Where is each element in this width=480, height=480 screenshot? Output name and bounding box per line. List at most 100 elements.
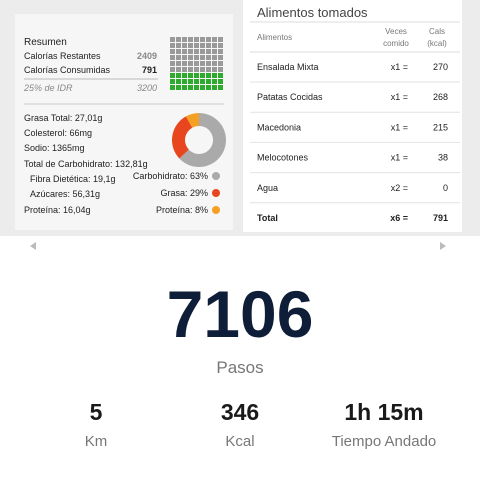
grid-square — [206, 49, 211, 54]
nutrient: Proteína: 16,04g — [24, 205, 91, 215]
row-value: 2409 — [137, 51, 157, 61]
grid-square — [182, 61, 187, 66]
stat-value: 346 — [221, 399, 259, 425]
stat-label: Tiempo Andado — [332, 433, 437, 450]
grid-square — [200, 43, 205, 48]
grid-square — [176, 85, 181, 90]
grid-square — [182, 67, 187, 72]
grid-square — [212, 37, 217, 42]
table-cell: x1 = — [391, 92, 408, 102]
foods-table: Alimentos Veces comido Cals (kcal) Ensalada M… — [250, 27, 460, 223]
grid-square — [176, 61, 181, 66]
grid-square — [200, 85, 205, 90]
table-header: Cals — [429, 27, 445, 36]
table-cell: Total — [257, 213, 278, 223]
grid-square — [188, 37, 193, 42]
stat-value: 5 — [90, 399, 103, 425]
grid-square — [176, 43, 181, 48]
grid-square — [188, 85, 193, 90]
grid-square — [218, 67, 223, 72]
prev-arrow[interactable] — [30, 242, 36, 250]
grid-square — [188, 79, 193, 84]
grid-square — [218, 85, 223, 90]
grid-square — [182, 43, 187, 48]
donut-segment — [171, 116, 193, 159]
row-label: Calorías Consumidas — [24, 65, 111, 75]
grid-square — [200, 61, 205, 66]
grid-square — [182, 73, 187, 78]
grid-square — [212, 43, 217, 48]
table-cell: 38 — [438, 153, 448, 163]
table-cell: 268 — [433, 92, 448, 102]
table-cell: Patatas Cocidas — [257, 92, 323, 102]
next-arrow[interactable] — [440, 242, 446, 250]
grid-square — [182, 79, 187, 84]
grid-square — [194, 73, 199, 78]
grid-square — [170, 49, 175, 54]
grid-square — [212, 73, 217, 78]
grid-square — [176, 49, 181, 54]
grid-square — [182, 37, 187, 42]
steps-label: Pasos — [216, 358, 263, 377]
grid-square — [188, 61, 193, 66]
nutrient: Grasa Total: 27,01g — [24, 113, 102, 123]
legend-value: 63% — [190, 171, 208, 181]
grid-square — [170, 43, 175, 48]
foods-card — [243, 0, 462, 232]
foods-title: Alimentos tomados — [257, 5, 368, 20]
grid-square — [206, 79, 211, 84]
stat-value: 1h 15m — [344, 399, 423, 425]
table-cell: 270 — [433, 62, 448, 72]
grid-square — [170, 37, 175, 42]
grid-square — [212, 55, 217, 60]
grid-square — [170, 79, 175, 84]
idr-label: 25% de IDR — [23, 83, 73, 93]
grid-square — [218, 37, 223, 42]
legend-entry: Grasa: 29% — [160, 188, 208, 198]
table-cell: x1 = — [391, 122, 408, 132]
grid-square — [170, 67, 175, 72]
grid-square — [206, 73, 211, 78]
legend-value: 8% — [195, 205, 208, 215]
table-header: (kcal) — [427, 39, 447, 48]
nutrient: Fibra Dietética: 19,1g — [30, 174, 116, 184]
grid-square — [194, 79, 199, 84]
grid-square — [182, 49, 187, 54]
table-cell: 0 — [443, 183, 448, 193]
legend-entry: Carbohidrato: 63% — [133, 171, 208, 181]
grid-square — [194, 67, 199, 72]
steps-value: 7106 — [167, 277, 314, 351]
table-cell: 791 — [433, 213, 448, 223]
summary-title: Resumen — [24, 37, 67, 48]
donut-segment — [185, 113, 199, 128]
table-cell: Agua — [257, 183, 278, 193]
legend-name: Proteína: — [156, 205, 193, 215]
grid-square — [182, 85, 187, 90]
stat-label: Kcal — [225, 433, 254, 450]
legend-dot — [212, 206, 220, 214]
grid-square — [200, 79, 205, 84]
grid-square — [212, 49, 217, 54]
grid-square — [206, 61, 211, 66]
grid-square — [176, 55, 181, 60]
legend-dot — [212, 189, 220, 197]
grid-square — [200, 55, 205, 60]
table-cell: Melocotones — [257, 153, 309, 163]
grid-square — [218, 73, 223, 78]
grid-square — [188, 43, 193, 48]
grid-square — [218, 49, 223, 54]
grid-square — [194, 55, 199, 60]
grid-square — [218, 43, 223, 48]
table-header: Alimentos — [257, 33, 292, 42]
nutrient: Total de Carbohidrato: 132,81g — [24, 159, 148, 169]
grid-square — [176, 67, 181, 72]
grid-square — [206, 37, 211, 42]
legend-entry: Proteína: 8% — [156, 205, 208, 215]
idr-value: 3200 — [137, 83, 157, 93]
grid-square — [200, 73, 205, 78]
grid-square — [218, 55, 223, 60]
grid-square — [188, 67, 193, 72]
table-header: comido — [383, 39, 409, 48]
grid-square — [194, 61, 199, 66]
